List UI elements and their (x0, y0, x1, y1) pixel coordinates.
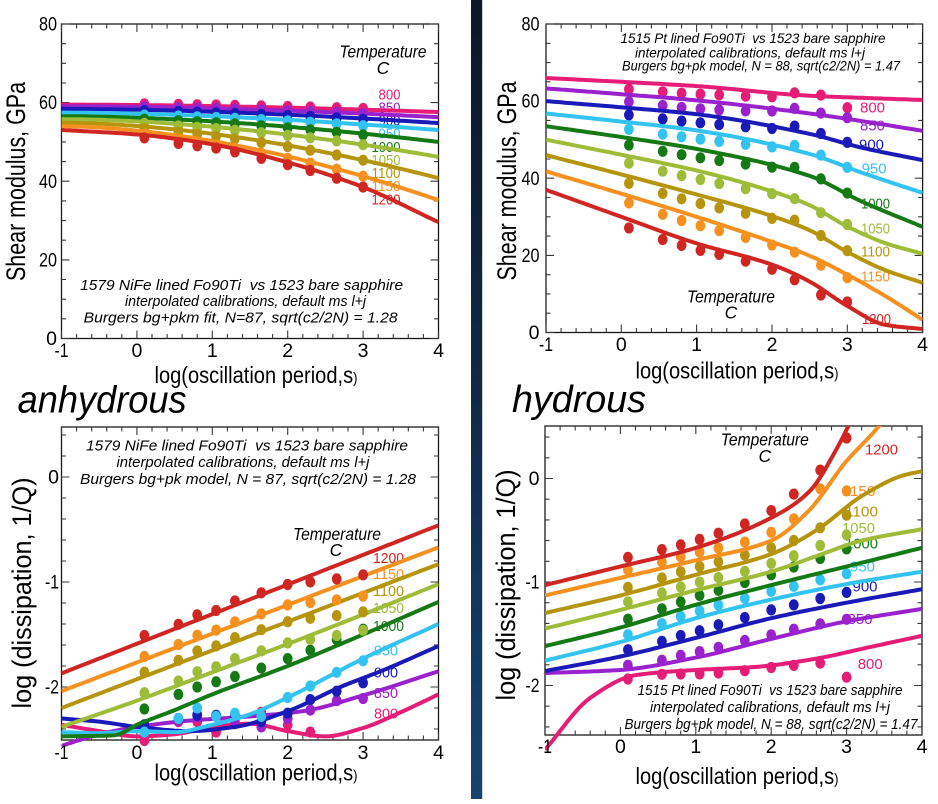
svg-text:0: 0 (616, 334, 627, 356)
svg-text:60: 60 (39, 92, 57, 114)
svg-text:Burgers bg+pkm fit, N=87, sqrt: Burgers bg+pkm fit, N=87, sqrt(c2/2N) = … (84, 310, 399, 327)
svg-text:log(oscillation period,s): log(oscillation period,s) (155, 760, 358, 786)
svg-text:1150: 1150 (861, 268, 890, 285)
svg-text:0: 0 (48, 467, 59, 489)
svg-text:0: 0 (529, 468, 540, 490)
svg-text:1: 1 (207, 340, 218, 362)
svg-text:1050: 1050 (861, 220, 890, 237)
svg-text:Temperature: Temperature (340, 42, 427, 62)
svg-text:3: 3 (358, 340, 369, 362)
svg-text:1515 Pt lined Fo90Ti vs 1523: 1515 Pt lined Fo90Ti vs 1523 bare sapphi… (638, 683, 903, 699)
svg-text:C: C (330, 540, 343, 560)
svg-text:1515 Pt lined Fo90Ti vs 1523: 1515 Pt lined Fo90Ti vs 1523 bare sapphi… (621, 31, 886, 46)
svg-text:40: 40 (39, 171, 57, 193)
svg-text:60: 60 (522, 91, 540, 113)
svg-text:C: C (377, 58, 390, 78)
svg-text:80: 80 (39, 14, 57, 36)
svg-text:1579 NiFe lined Fo90Ti vs 152: 1579 NiFe lined Fo90Ti vs 1523 bare sapp… (80, 277, 403, 294)
svg-text:-1: -1 (45, 572, 59, 594)
svg-text:1100: 1100 (372, 165, 401, 182)
svg-text:1579 NiFe lined Fo90Ti vs 152: 1579 NiFe lined Fo90Ti vs 1523 bare sapp… (86, 437, 408, 454)
svg-text:-1: -1 (539, 334, 553, 356)
svg-text:2: 2 (767, 334, 778, 356)
svg-text:40: 40 (522, 168, 540, 190)
svg-text:0: 0 (131, 340, 142, 362)
svg-text:20: 20 (39, 250, 57, 272)
svg-text:1100: 1100 (845, 503, 878, 520)
svg-text:Burgers bg+pk model, N = 87, s: Burgers bg+pk model, N = 87, sqrt(c2/2N)… (80, 471, 417, 488)
svg-text:log(oscillation period,s): log(oscillation period,s) (155, 362, 358, 388)
svg-text:-2: -2 (45, 677, 59, 699)
svg-text:3: 3 (358, 742, 369, 764)
svg-text:log (dissipation, 1/Q): log (dissipation, 1/Q) (491, 470, 521, 701)
svg-text:1: 1 (207, 742, 218, 764)
svg-text:interpolated calibrations, def: interpolated calibrations, default ms l+… (650, 700, 891, 716)
svg-text:interpolated calibrations, def: interpolated calibrations, default ms l+… (125, 293, 367, 310)
svg-text:anhydrous: anhydrous (18, 380, 187, 422)
svg-text:1200: 1200 (865, 441, 898, 458)
svg-text:0: 0 (46, 328, 57, 350)
svg-text:1050: 1050 (373, 600, 404, 617)
svg-text:interpolated calibrations, def: interpolated calibrations, default ms l+… (635, 45, 866, 60)
svg-text:Shear modulus, GPa: Shear modulus, GPa (492, 81, 522, 281)
svg-text:-1: -1 (538, 736, 552, 758)
svg-text:C: C (758, 446, 771, 466)
svg-text:Temperature: Temperature (687, 286, 775, 306)
svg-text:4: 4 (917, 736, 928, 758)
svg-text:log(oscillation period,s): log(oscillation period,s) (636, 763, 839, 789)
svg-text:-1: -1 (55, 340, 69, 362)
svg-text:Temperature: Temperature (293, 524, 381, 544)
svg-text:Burgers bg+pk model, N = 88, s: Burgers bg+pk model, N = 88, sqrt(c2/2N)… (625, 717, 919, 733)
svg-text:2: 2 (282, 340, 293, 362)
svg-text:1000: 1000 (861, 195, 890, 212)
svg-text:1: 1 (691, 334, 702, 356)
svg-text:4: 4 (433, 340, 444, 362)
svg-text:-1: -1 (55, 742, 69, 764)
svg-text:800: 800 (860, 99, 885, 116)
svg-text:log(oscillation period,s): log(oscillation period,s) (636, 358, 839, 384)
svg-text:-1: -1 (526, 572, 540, 594)
svg-text:3: 3 (841, 736, 852, 758)
svg-text:4: 4 (433, 742, 444, 764)
svg-text:1100: 1100 (861, 243, 890, 260)
svg-text:Temperature: Temperature (721, 430, 809, 450)
svg-text:3: 3 (842, 334, 853, 356)
svg-text:Shear modulus, GPa: Shear modulus, GPa (1, 81, 31, 281)
svg-text:0: 0 (529, 322, 540, 344)
svg-text:1: 1 (690, 736, 701, 758)
svg-text:-2: -2 (526, 675, 540, 697)
svg-text:4: 4 (917, 334, 928, 356)
svg-text:800: 800 (379, 86, 401, 103)
svg-text:800: 800 (858, 656, 883, 673)
svg-text:interpolated calibrations, def: interpolated calibrations, default ms l+… (117, 454, 371, 471)
svg-text:1150: 1150 (843, 483, 876, 500)
svg-text:Burgers bg+pk model, N = 88, s: Burgers bg+pk model, N = 88, sqrt(c2/2N)… (622, 58, 901, 73)
svg-text:0: 0 (131, 742, 142, 764)
svg-text:2: 2 (282, 742, 293, 764)
svg-text:2: 2 (766, 736, 777, 758)
svg-text:C: C (725, 303, 738, 323)
svg-text:hydrous: hydrous (512, 379, 646, 421)
svg-text:80: 80 (522, 14, 540, 36)
svg-text:0: 0 (615, 736, 626, 758)
svg-text:20: 20 (522, 245, 540, 267)
svg-text:log (dissipation, 1/Q): log (dissipation, 1/Q) (7, 478, 37, 709)
